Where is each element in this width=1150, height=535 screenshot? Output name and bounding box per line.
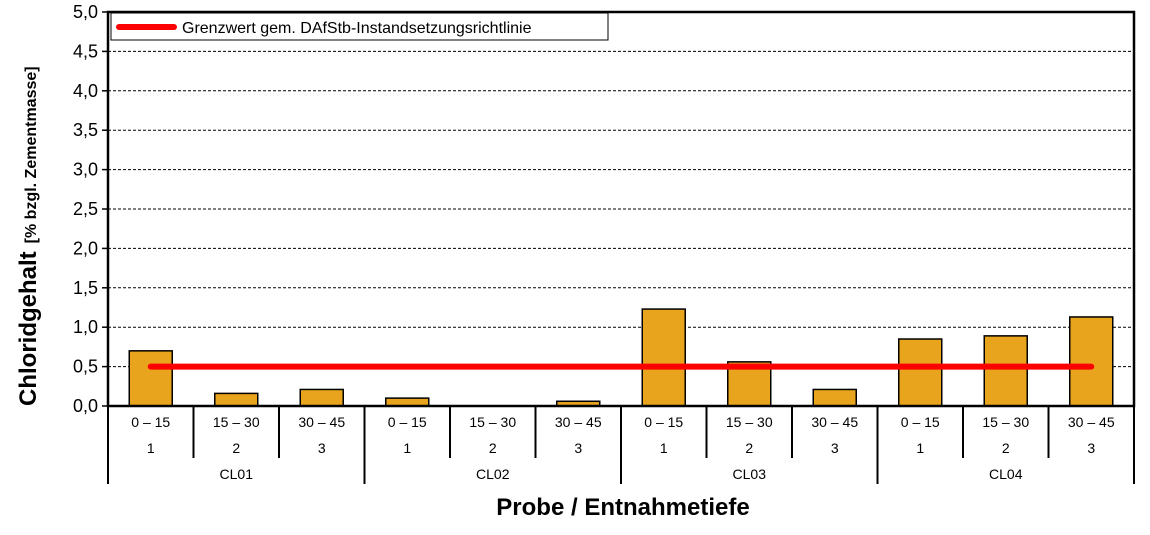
depth-label: 0 – 15: [644, 414, 683, 430]
y-axis-title: Chloridgehalt [% bzgl. Zementmasse]: [15, 66, 42, 406]
sample-number-label: 3: [318, 440, 326, 456]
bar-cl01-1: [128, 350, 173, 407]
plot-border: [106, 10, 1136, 408]
depth-label: 30 – 45: [555, 414, 602, 430]
x-axis-title: Probe / Entnahmetiefe: [496, 494, 749, 521]
sample-number-label: 1: [403, 440, 411, 456]
y-tick-label: 2,5: [73, 199, 98, 219]
sample-number-label: 3: [1087, 440, 1095, 456]
sample-number-label: 3: [574, 440, 582, 456]
legend-label: Grenzwert gem. DAfStb-Instandsetzungsric…: [182, 20, 532, 37]
bar-cl04-1: [898, 338, 943, 407]
y-tick-label: 1,5: [73, 278, 98, 298]
depth-label: 30 – 45: [298, 414, 345, 430]
bar-cl03-3: [812, 388, 857, 407]
bar-cl04-2: [983, 335, 1028, 407]
group-label: CL04: [989, 466, 1023, 482]
group-label: CL02: [476, 466, 510, 482]
sample-number-label: 1: [660, 440, 668, 456]
legend-box: [110, 12, 609, 41]
sample-number-label: 2: [232, 440, 240, 456]
y-tick-label: 0,5: [73, 357, 98, 377]
sample-number-label: 3: [831, 440, 839, 456]
y-tick-label: 2,0: [73, 238, 98, 258]
y-tick-label: 0,0: [73, 396, 98, 416]
depth-label: 15 – 30: [213, 414, 260, 430]
depth-label: 0 – 15: [901, 414, 940, 430]
sample-number-label: 1: [916, 440, 924, 456]
depth-label: 15 – 30: [982, 414, 1029, 430]
depth-label: 15 – 30: [469, 414, 516, 430]
depth-label: 15 – 30: [726, 414, 773, 430]
depth-label: 0 – 15: [131, 414, 170, 430]
y-tick-label: 3,5: [73, 120, 98, 140]
sample-number-label: 1: [147, 440, 155, 456]
bar-cl01-3: [299, 388, 344, 407]
bar-cl04-3: [1069, 316, 1114, 407]
group-label: CL03: [733, 466, 767, 482]
depth-label: 30 – 45: [1068, 414, 1115, 430]
y-tick-label: 1,0: [73, 317, 98, 337]
y-tick-label: 5,0: [73, 2, 98, 22]
y-tick-label: 3,0: [73, 160, 98, 180]
sample-number-label: 2: [1002, 440, 1010, 456]
y-tick-label: 4,0: [73, 81, 98, 101]
bar-cl01-2: [214, 392, 259, 407]
depth-label: 0 – 15: [388, 414, 427, 430]
bar-cl03-1: [641, 308, 686, 407]
y-tick-label: 4,5: [73, 41, 98, 61]
y-axis-title-main: Chloridgehalt: [15, 251, 42, 406]
sample-number-label: 2: [489, 440, 497, 456]
sample-number-label: 2: [745, 440, 753, 456]
group-label: CL01: [220, 466, 254, 482]
depth-label: 30 – 45: [811, 414, 858, 430]
y-axis-title-unit: [% bzgl. Zementmasse]: [23, 66, 40, 243]
